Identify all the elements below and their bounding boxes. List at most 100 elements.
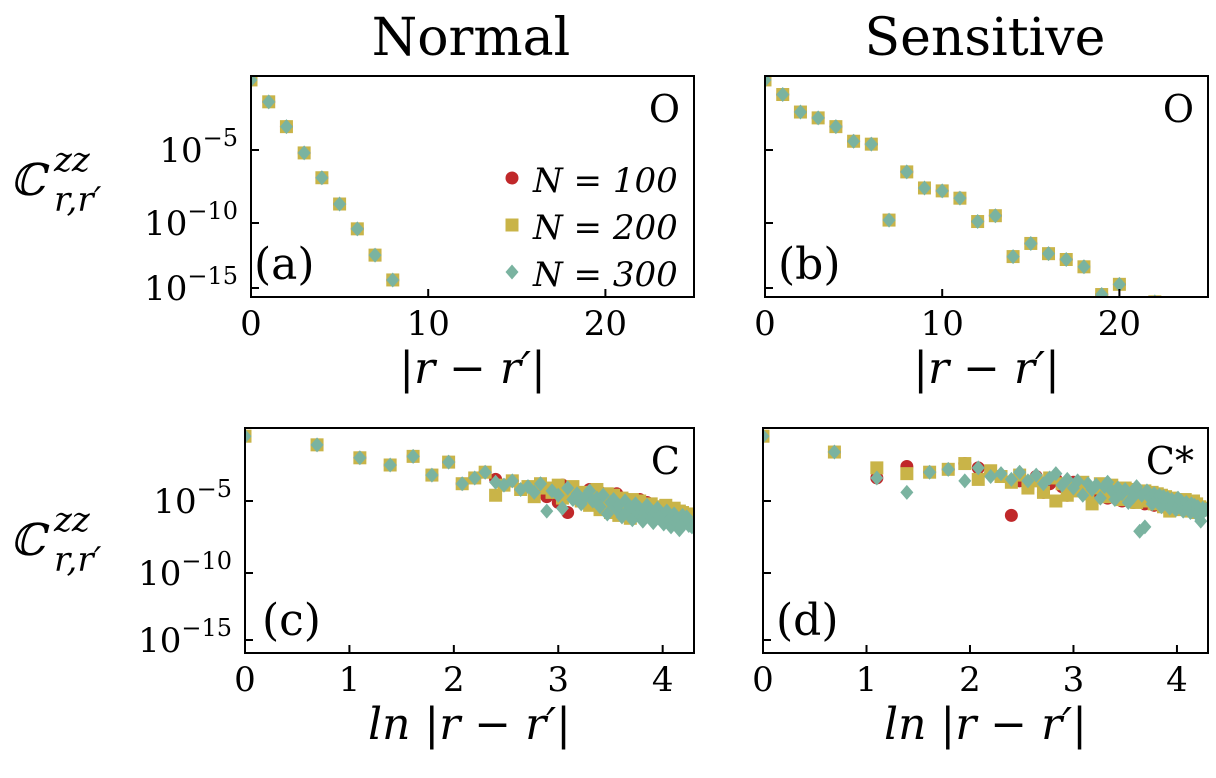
x-axis-label: ln |r − r′| — [368, 699, 571, 750]
data-point-diamond — [811, 110, 825, 126]
data-point-square — [900, 467, 914, 481]
data-point-diamond — [350, 221, 364, 237]
phase-label: C* — [1146, 439, 1194, 483]
svg-text:ℂ: ℂ — [10, 155, 50, 206]
y-tick-label: 10−15 — [138, 614, 232, 661]
data-point-diamond — [1077, 259, 1091, 275]
panel-label: (d) — [776, 595, 839, 646]
data-point-diamond — [600, 506, 614, 522]
x-axis-label: |r − r′| — [913, 343, 1060, 394]
phase-label: O — [649, 87, 680, 131]
x-tick-label: 1 — [339, 660, 361, 700]
data-point-diamond — [847, 133, 861, 149]
data-point-diamond — [1076, 487, 1090, 503]
data-point-square — [971, 472, 985, 486]
data-point-diamond — [251, 76, 258, 88]
data-point-diamond — [368, 247, 382, 263]
y-tick-label: 10−5 — [153, 475, 232, 522]
data-point-diamond — [971, 214, 985, 230]
data-point-diamond — [1021, 473, 1035, 489]
x-tick-label: 1 — [856, 660, 878, 700]
axes-frame — [244, 427, 695, 654]
data-point-diamond — [596, 487, 610, 503]
data-point-diamond — [829, 119, 843, 135]
data-point-diamond — [1184, 306, 1197, 321]
data-point-diamond — [1199, 502, 1208, 518]
data-point-diamond — [900, 164, 914, 180]
data-point-diamond — [468, 470, 482, 486]
panel-b: 0 10 20 |r − r′| (b) O — [754, 75, 1209, 394]
x-tick-label: 3 — [1063, 660, 1085, 700]
data-point-diamond — [540, 503, 554, 519]
data-point-diamond — [1093, 490, 1107, 506]
data-point-diamond — [984, 469, 998, 485]
data-point-diamond — [1095, 287, 1109, 297]
y-tick-label: 10−10 — [138, 547, 232, 594]
data-point-diamond — [406, 448, 420, 464]
data-point-diamond — [1071, 473, 1085, 489]
data-point-diamond — [1004, 471, 1018, 487]
data-point-diamond — [1089, 477, 1103, 493]
panel-label: (a) — [254, 239, 315, 290]
data-point-diamond — [827, 444, 841, 460]
panel-label: (c) — [262, 595, 321, 646]
x-axis-label: |r − r′| — [399, 343, 546, 394]
data-point-diamond — [505, 473, 519, 489]
y-tick-label: 10−5 — [159, 124, 238, 171]
data-point-diamond — [1042, 246, 1056, 262]
data-point-circle — [1184, 307, 1197, 320]
data-points — [245, 428, 694, 538]
data-point-diamond — [765, 76, 772, 88]
data-point-diamond — [1024, 235, 1038, 251]
data-point-diamond — [245, 428, 252, 444]
legend: N = 100 N = 200 N = 300 — [505, 161, 678, 295]
data-point-square — [870, 461, 884, 475]
x-tick-label: 10 — [407, 304, 450, 344]
data-point-diamond — [534, 476, 548, 492]
column-title-sensitive: Sensitive — [865, 8, 1106, 68]
data-point-diamond — [1049, 466, 1063, 482]
y-tick-label: 10−10 — [144, 197, 238, 244]
legend-marker-diamond — [505, 264, 519, 280]
data-point-diamond — [763, 428, 770, 444]
axes-frame — [250, 75, 695, 298]
x-tick-label: 4 — [1166, 660, 1188, 700]
svg-text:r,r′: r,r′ — [54, 180, 102, 220]
phase-label: C — [651, 439, 680, 483]
ylabel-bottom: ℂ zz r,r′ — [10, 500, 102, 580]
data-point-diamond — [923, 464, 937, 480]
x-tick-label: 0 — [752, 660, 774, 700]
x-tick-label: 20 — [1098, 304, 1141, 344]
x-axis-label: ln |r − r′| — [884, 699, 1087, 750]
data-points — [765, 76, 1197, 321]
svg-text:zz: zz — [53, 500, 91, 540]
data-point-diamond — [279, 119, 293, 135]
data-point-diamond — [593, 499, 607, 515]
axes-frame — [764, 75, 1209, 298]
svg-text:r,r′: r,r′ — [54, 540, 102, 580]
data-points — [763, 428, 1208, 539]
x-tick-label: 0 — [754, 304, 776, 344]
data-point-diamond — [386, 272, 400, 288]
x-tick-label: 4 — [652, 660, 674, 700]
data-point-diamond — [1013, 464, 1027, 480]
data-point-diamond — [383, 457, 397, 473]
data-point-circle — [1004, 508, 1018, 522]
data-point-diamond — [1059, 252, 1073, 267]
data-point-diamond — [551, 487, 565, 503]
data-point-diamond — [917, 180, 931, 196]
data-point-diamond — [953, 190, 967, 206]
data-point-diamond — [262, 94, 276, 110]
data-point-diamond — [1029, 467, 1043, 483]
panel-c: 0 1 2 3 4 10−5 10−10 10−15 ln |r − r′| (c) C — [138, 427, 695, 750]
data-point-diamond — [555, 500, 569, 516]
data-point-diamond — [425, 467, 439, 483]
data-point-diamond — [941, 461, 955, 477]
data-point-square — [958, 457, 972, 471]
x-tick-label: 2 — [959, 660, 981, 700]
data-point-diamond — [315, 170, 329, 186]
data-point-diamond — [935, 183, 949, 199]
data-point-diamond — [1060, 471, 1074, 487]
data-point-diamond — [994, 466, 1008, 482]
